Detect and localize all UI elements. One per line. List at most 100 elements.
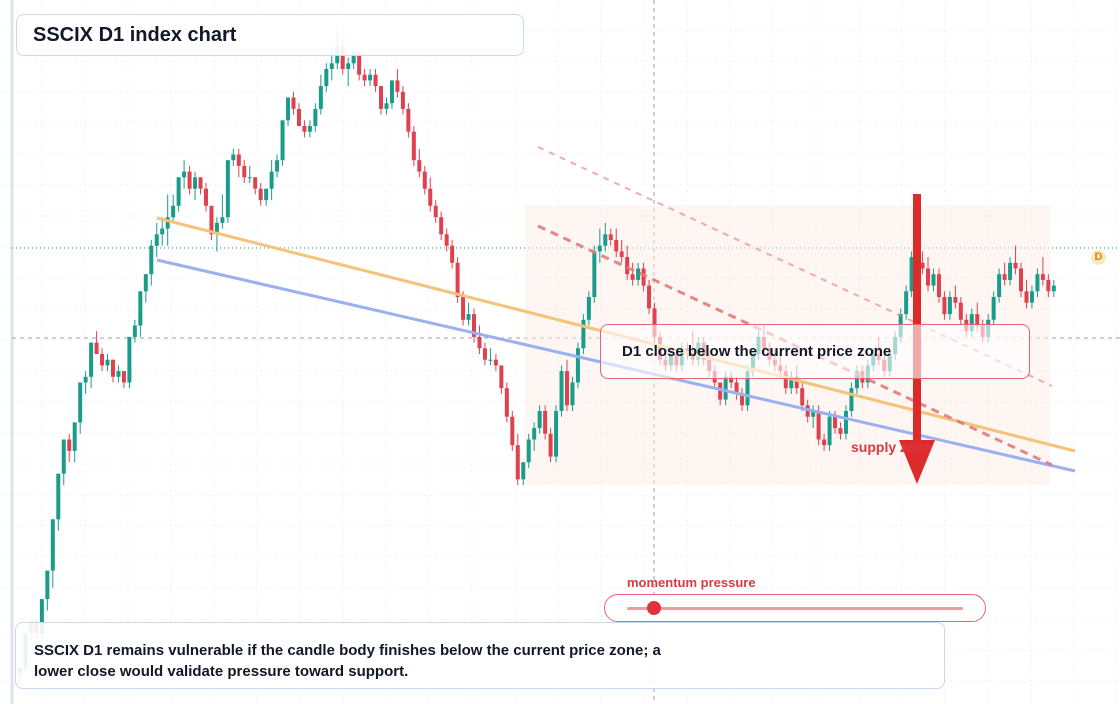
- candle-body: [384, 103, 389, 109]
- candle-body: [143, 274, 148, 292]
- candle-body: [581, 319, 586, 349]
- candle-body: [811, 411, 816, 417]
- candle-body: [843, 411, 848, 434]
- candle-body: [72, 422, 77, 451]
- candle-body: [510, 416, 515, 446]
- candle-body: [838, 428, 843, 434]
- candle-body: [816, 411, 821, 440]
- candle-body: [554, 411, 559, 457]
- candle-body: [439, 217, 444, 235]
- candle-body: [253, 177, 258, 189]
- candle-body: [477, 336, 482, 349]
- candle-body: [291, 97, 296, 109]
- candle-body: [931, 274, 936, 286]
- candle-body: [444, 234, 449, 246]
- candle-body: [493, 359, 498, 366]
- candle-body: [318, 86, 323, 109]
- candle-body: [389, 80, 394, 104]
- candle-body: [926, 268, 931, 286]
- candle-body: [958, 302, 963, 320]
- candle-body: [472, 314, 477, 337]
- candle-body: [482, 348, 487, 360]
- candle-body: [827, 416, 832, 446]
- candle-body: [368, 74, 373, 81]
- candle-body: [532, 428, 537, 440]
- candle-body: [652, 308, 657, 337]
- candle-body: [526, 439, 531, 463]
- candle-body: [225, 160, 230, 218]
- candle-body: [565, 371, 569, 406]
- candle-body: [794, 376, 799, 389]
- candle-body: [570, 382, 575, 406]
- candle-body: [264, 188, 269, 201]
- candle-body: [461, 297, 466, 320]
- candle-body: [789, 376, 794, 389]
- candle-body: [603, 234, 608, 246]
- candle-body: [1002, 274, 1007, 280]
- candle-body: [214, 222, 219, 235]
- candle-body: [920, 262, 925, 269]
- analysis-note-line-2: lower close would validate pressure towa…: [34, 663, 409, 680]
- candle-body: [220, 217, 225, 223]
- candle-body: [953, 297, 958, 303]
- candle-body: [1051, 285, 1056, 292]
- candle-body: [110, 359, 115, 377]
- candle-body: [718, 382, 723, 400]
- candle-body: [45, 570, 50, 600]
- candle-body: [203, 188, 208, 206]
- candle-body: [488, 359, 493, 361]
- candle-body: [379, 86, 384, 109]
- candle-body: [138, 291, 143, 326]
- candle-body: [608, 234, 613, 240]
- candle-body: [395, 80, 400, 92]
- candle-body: [537, 411, 542, 429]
- momentum-track: [627, 607, 963, 610]
- candle-body: [625, 257, 630, 275]
- candle-body: [362, 74, 367, 81]
- candle-body: [400, 91, 405, 109]
- candle-body: [1046, 279, 1051, 292]
- candle-body: [187, 171, 192, 189]
- candle-body: [176, 177, 181, 206]
- candle-body: [647, 285, 652, 309]
- candle-body: [854, 371, 859, 389]
- candle-body: [160, 228, 165, 235]
- candle-body: [543, 411, 548, 434]
- candle-body: [340, 46, 345, 69]
- down-arrow: [899, 194, 935, 484]
- candle-body: [909, 257, 914, 292]
- candle-body: [521, 462, 526, 480]
- candle-body: [466, 314, 471, 320]
- candle-body: [247, 177, 252, 179]
- candle-body: [991, 297, 996, 320]
- candle-body: [231, 154, 236, 161]
- candle-body: [307, 126, 312, 132]
- candle-body: [280, 120, 285, 161]
- candle-body: [313, 108, 318, 126]
- candle-body: [89, 342, 94, 377]
- candle-body: [258, 188, 263, 201]
- candle-body: [1029, 291, 1034, 303]
- candle-body: [630, 274, 635, 280]
- candle-body: [597, 245, 602, 252]
- candle-body: [149, 245, 154, 275]
- candle-body: [209, 205, 214, 235]
- candle-body: [641, 268, 646, 286]
- candle-body: [50, 519, 55, 571]
- candle-body: [236, 154, 241, 166]
- candle-body: [745, 371, 750, 406]
- candle-body: [800, 388, 805, 406]
- candle-body: [269, 171, 274, 189]
- candle-body: [373, 74, 378, 87]
- candle-body: [499, 365, 504, 389]
- candle-body: [67, 439, 72, 451]
- candle-body: [198, 177, 203, 189]
- candle-body: [406, 108, 411, 132]
- candle-body: [78, 382, 83, 423]
- candle-body: [740, 393, 745, 406]
- price-zone-callout: D1 close below the current price zone: [600, 324, 1030, 379]
- candle-body: [56, 473, 61, 520]
- candle-body: [346, 63, 351, 69]
- candle-body: [1013, 262, 1018, 269]
- candle-body: [171, 205, 176, 218]
